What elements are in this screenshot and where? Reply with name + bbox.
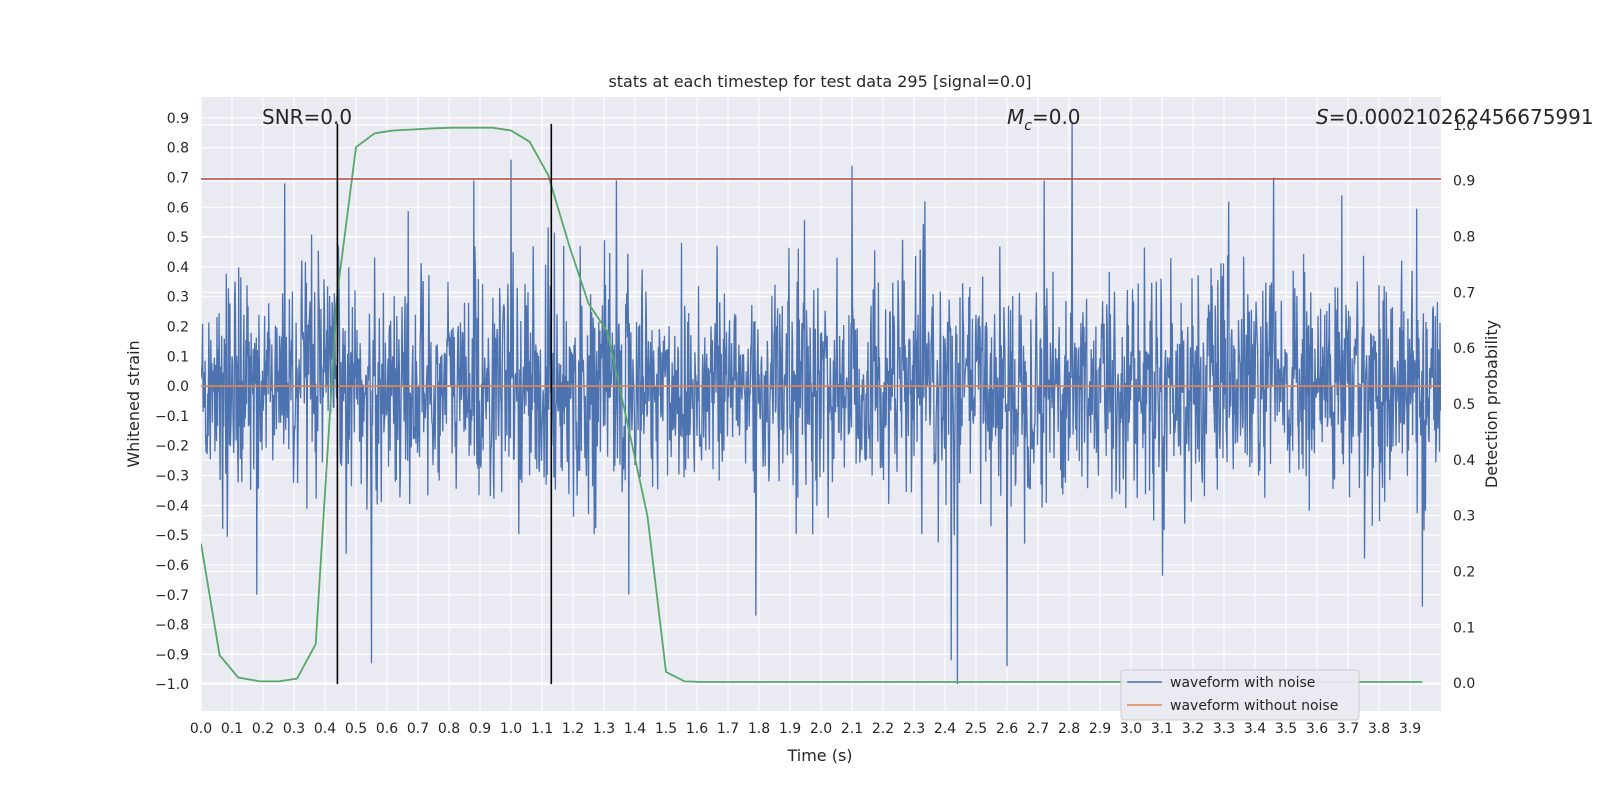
x-tick-label: 2.2 bbox=[872, 721, 894, 737]
x-tick-label: 2.3 bbox=[903, 721, 925, 737]
y-tick-label: −0.5 bbox=[155, 528, 189, 544]
x-tick-label: 0.2 bbox=[252, 721, 274, 737]
x-tick-label: 2.4 bbox=[934, 721, 956, 737]
x-tick-label: 1.9 bbox=[779, 721, 801, 737]
x-tick-label: 0.7 bbox=[407, 721, 429, 737]
y-tick-label: −0.1 bbox=[155, 409, 189, 425]
mc-symbol: M bbox=[1007, 105, 1024, 129]
y-right-tick-label: 0.4 bbox=[1453, 453, 1475, 469]
legend-entry-clean: waveform without noise bbox=[1170, 698, 1338, 714]
x-tick-label: 1.7 bbox=[717, 721, 739, 737]
x-tick-label: 1.2 bbox=[562, 721, 584, 737]
y-tick-label: −0.9 bbox=[155, 647, 189, 663]
x-tick-label: 0.5 bbox=[345, 721, 367, 737]
legend-entry-noise: waveform with noise bbox=[1170, 675, 1315, 691]
y-tick-label: 0.5 bbox=[167, 230, 189, 246]
y-right-tick-label: 0.8 bbox=[1453, 230, 1475, 246]
y-right-tick-label: 0.7 bbox=[1453, 285, 1475, 301]
y-tick-label: 0.7 bbox=[167, 170, 189, 186]
x-tick-label: 3.9 bbox=[1399, 721, 1421, 737]
x-tick-label: 0.9 bbox=[469, 721, 491, 737]
x-tick-label: 2.9 bbox=[1089, 721, 1111, 737]
y-right-tick-label: 0.3 bbox=[1453, 509, 1475, 525]
x-tick-label: 0.4 bbox=[314, 721, 336, 737]
legend-box bbox=[1120, 669, 1360, 721]
x-tick-label: 3.0 bbox=[1120, 721, 1142, 737]
x-tick-label: 1.1 bbox=[531, 721, 553, 737]
x-tick-label: 1.0 bbox=[500, 721, 522, 737]
y-right-tick-label: 0.1 bbox=[1453, 620, 1475, 636]
s-value: =0.000210262456675991 bbox=[1329, 105, 1594, 129]
y-tick-label: −0.8 bbox=[155, 618, 189, 634]
y-tick-label: 0.1 bbox=[167, 349, 189, 365]
x-tick-label: 3.6 bbox=[1306, 721, 1328, 737]
x-tick-label: 2.8 bbox=[1058, 721, 1080, 737]
s-annotation: S=0.000210262456675991 bbox=[1316, 105, 1594, 129]
y-axis-right: 1.0 0.9 0.8 0.7 0.6 0.5 0.4 0.3 0.2 0.1 0.0 bbox=[1453, 118, 1475, 692]
x-tick-label: 1.6 bbox=[686, 721, 708, 737]
y-right-tick-label: 0.9 bbox=[1453, 174, 1475, 190]
snr-annotation: SNR=0.0 bbox=[262, 105, 352, 129]
s-annotation-clip-wrap: S=0.000210262456675991 bbox=[1316, 105, 1594, 129]
y-tick-label: 0.9 bbox=[167, 111, 189, 127]
x-tick-label: 3.2 bbox=[1182, 721, 1204, 737]
chart-title: stats at each timestep for test data 295… bbox=[608, 72, 1031, 91]
y-tick-label: −0.7 bbox=[155, 588, 189, 604]
x-tick-label: 3.3 bbox=[1213, 721, 1235, 737]
mc-value: =0.0 bbox=[1032, 105, 1081, 129]
x-tick-label: 3.7 bbox=[1337, 721, 1359, 737]
y-tick-label: 0.2 bbox=[167, 320, 189, 336]
x-tick-label: 3.1 bbox=[1151, 721, 1173, 737]
x-tick-label: 2.6 bbox=[996, 721, 1018, 737]
y-tick-label: 0.8 bbox=[167, 141, 189, 157]
y-right-tick-label: 0.0 bbox=[1453, 676, 1475, 692]
y-right-tick-label: 0.5 bbox=[1453, 397, 1475, 413]
y-tick-label: 0.6 bbox=[167, 200, 189, 216]
x-tick-label: 0.1 bbox=[221, 721, 243, 737]
x-tick-label: 3.8 bbox=[1368, 721, 1390, 737]
x-tick-label: 1.4 bbox=[624, 721, 646, 737]
x-tick-label: 2.5 bbox=[965, 721, 987, 737]
y-right-tick-label: 0.6 bbox=[1453, 341, 1475, 357]
mc-subscript: c bbox=[1024, 118, 1032, 134]
series-waveform-with-noise bbox=[201, 123, 1441, 685]
x-tick-label: 0.3 bbox=[283, 721, 305, 737]
x-tick-label: 0.6 bbox=[376, 721, 398, 737]
x-tick-label: 2.1 bbox=[841, 721, 863, 737]
mc-annotation: Mc=0.0 bbox=[1007, 105, 1081, 134]
x-axis-label: Time (s) bbox=[786, 746, 852, 765]
y-tick-label: −0.3 bbox=[155, 469, 189, 485]
y-tick-label: −0.4 bbox=[155, 498, 189, 514]
x-tick-label: 1.8 bbox=[748, 721, 770, 737]
x-axis: 0.0 0.1 0.2 0.3 0.4 0.5 0.6 0.7 0.8 0.9 1.0 1.1 1.2 1… bbox=[190, 721, 1421, 737]
series-detection-probability bbox=[201, 126, 1423, 683]
y-tick-label: 0.4 bbox=[167, 260, 189, 276]
x-tick-label: 0.8 bbox=[438, 721, 460, 737]
x-tick-label: 1.3 bbox=[593, 721, 615, 737]
y-axis-left: 0.9 0.8 0.7 0.6 0.5 0.4 0.3 0.2 0.1 0.0 −0.1 −0.2 −0… bbox=[155, 111, 189, 693]
y-tick-label: −0.2 bbox=[155, 439, 189, 455]
y-tick-label: −1.0 bbox=[155, 677, 189, 693]
plot-area bbox=[201, 123, 1441, 685]
x-tick-label: 3.5 bbox=[1275, 721, 1297, 737]
x-tick-label: 2.0 bbox=[810, 721, 832, 737]
x-tick-label: 1.5 bbox=[655, 721, 677, 737]
x-tick-label: 0.0 bbox=[190, 721, 212, 737]
y-axis-label: Whitened strain bbox=[124, 340, 143, 467]
y-tick-label: 0.3 bbox=[167, 290, 189, 306]
x-tick-label: 2.7 bbox=[1027, 721, 1049, 737]
x-tick-label: 3.4 bbox=[1244, 721, 1266, 737]
y-right-tick-label: 1.0 bbox=[1453, 118, 1475, 134]
y-tick-label: −0.6 bbox=[155, 558, 189, 574]
legend: waveform with noise waveform without noi… bbox=[1120, 669, 1360, 721]
y-axis-label-right: Detection probability bbox=[1482, 320, 1501, 488]
y-tick-label: 0.0 bbox=[167, 379, 189, 395]
y-right-tick-label: 0.2 bbox=[1453, 564, 1475, 580]
s-symbol: S bbox=[1316, 105, 1329, 129]
